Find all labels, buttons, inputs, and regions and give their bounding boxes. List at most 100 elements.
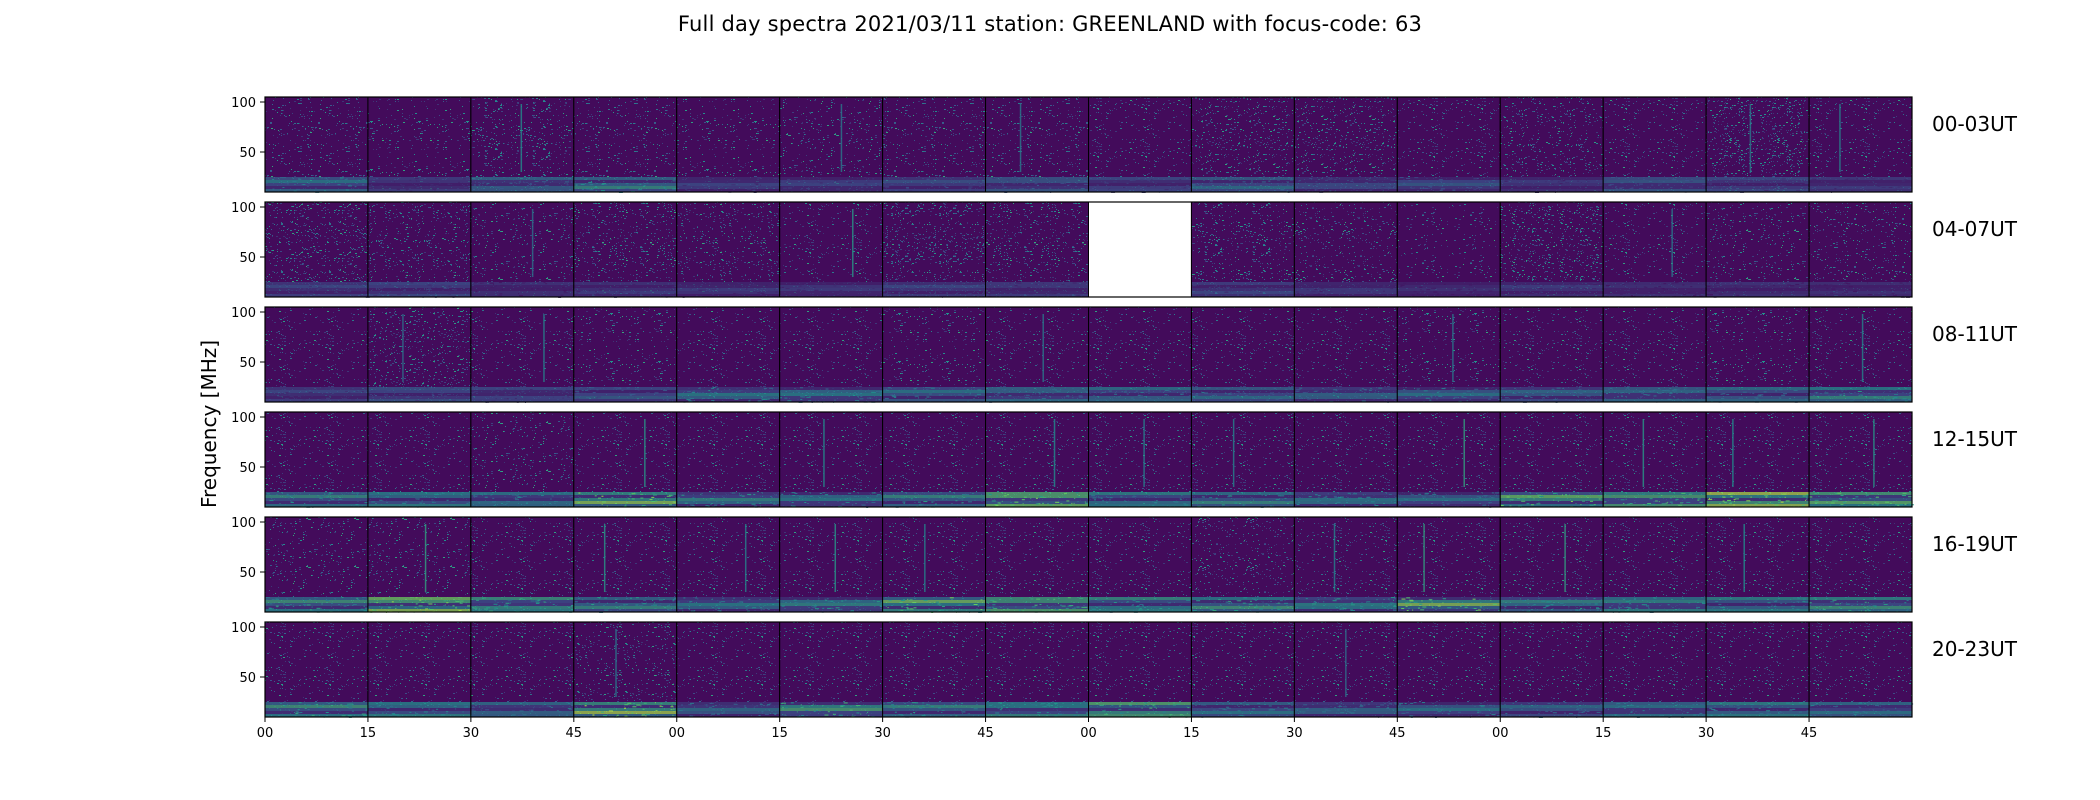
spectrum-background xyxy=(882,517,986,612)
band-speckle xyxy=(961,395,964,397)
low-band-stripe xyxy=(779,282,883,285)
y-tick-label: 50 xyxy=(239,461,256,476)
band-speckle xyxy=(271,599,275,601)
band-speckle xyxy=(808,400,812,402)
band-speckle xyxy=(554,702,557,704)
band-speckle xyxy=(1697,498,1701,500)
band-speckle xyxy=(479,184,481,186)
band-speckle xyxy=(1054,189,1056,191)
band-speckle xyxy=(662,393,667,395)
band-speckle xyxy=(834,179,839,181)
spectrum-background xyxy=(1294,97,1398,192)
band-speckle xyxy=(1526,610,1531,612)
band-speckle xyxy=(415,399,420,401)
low-band-stripe xyxy=(985,294,1089,297)
band-speckle xyxy=(1075,492,1079,494)
low-band-stripe xyxy=(573,291,677,294)
band-speckle xyxy=(1150,493,1155,495)
low-band-stripe xyxy=(1191,282,1295,285)
band-speckle xyxy=(429,609,434,611)
band-speckle xyxy=(307,293,311,295)
band-speckle xyxy=(1487,504,1489,506)
band-speckle xyxy=(958,497,962,499)
band-speckle xyxy=(738,286,742,288)
band-speckle xyxy=(1781,178,1786,180)
band-speckle xyxy=(1620,392,1623,394)
band-speckle xyxy=(1735,288,1739,290)
band-speckle xyxy=(1092,497,1097,499)
band-speckle xyxy=(1723,189,1727,191)
band-speckle xyxy=(1114,492,1116,494)
band-speckle xyxy=(1066,500,1070,502)
band-speckle xyxy=(1526,503,1530,505)
low-band-stripe xyxy=(1706,504,1810,507)
band-speckle xyxy=(1850,393,1853,395)
band-speckle xyxy=(684,393,687,395)
band-speckle xyxy=(1076,712,1078,714)
band-speckle xyxy=(859,398,864,400)
band-speckle xyxy=(1857,390,1862,392)
band-speckle xyxy=(517,497,522,499)
band-speckle xyxy=(1555,189,1557,191)
band-speckle xyxy=(1435,707,1438,709)
spectrum-panel xyxy=(264,201,370,298)
band-speckle xyxy=(1335,397,1337,399)
row-frame xyxy=(264,306,1913,403)
band-speckle xyxy=(1268,709,1273,711)
band-speckle xyxy=(640,493,644,495)
band-speckle xyxy=(1246,387,1249,389)
band-speckle xyxy=(1299,387,1303,389)
band-speckle xyxy=(1883,398,1885,400)
band-speckle xyxy=(653,604,658,606)
band-speckle xyxy=(1104,182,1109,184)
band-speckle xyxy=(615,597,617,599)
band-speckle xyxy=(670,709,673,711)
band-speckle xyxy=(520,190,522,192)
band-speckle xyxy=(1848,609,1852,611)
band-speckle xyxy=(1159,390,1161,392)
band-speckle xyxy=(835,188,840,190)
band-speckle xyxy=(1113,602,1117,604)
band-speckle xyxy=(419,502,423,504)
spectrum-background xyxy=(1088,622,1192,717)
band-speckle xyxy=(1019,188,1024,190)
band-speckle xyxy=(604,184,608,186)
spectrum-panel xyxy=(882,201,987,298)
band-speckle xyxy=(1801,504,1805,506)
band-speckle xyxy=(528,713,531,715)
low-band-stripe xyxy=(573,393,677,396)
band-speckle xyxy=(1416,293,1420,295)
band-speckle xyxy=(1064,186,1067,188)
band-speckle xyxy=(971,493,974,495)
band-speckle xyxy=(1090,607,1092,609)
band-speckle xyxy=(568,708,572,710)
band-speckle xyxy=(1318,499,1321,501)
low-band-stripe xyxy=(1294,291,1398,294)
low-band-stripe xyxy=(985,504,1089,507)
low-band-stripe xyxy=(470,186,574,189)
band-speckle xyxy=(1501,397,1503,399)
band-speckle xyxy=(1722,393,1726,395)
band-speckle xyxy=(517,496,521,498)
band-speckle xyxy=(1718,603,1722,605)
low-band-stripe xyxy=(1706,609,1810,612)
low-band-stripe xyxy=(779,291,883,294)
band-speckle xyxy=(1839,608,1841,610)
band-speckle xyxy=(892,396,897,398)
band-speckle xyxy=(1765,712,1769,714)
band-speckle xyxy=(978,189,980,191)
low-band-stripe xyxy=(985,390,1089,393)
band-speckle xyxy=(716,188,718,190)
band-speckle xyxy=(1829,504,1831,506)
band-speckle xyxy=(333,292,335,294)
band-speckle xyxy=(597,497,601,499)
band-speckle xyxy=(1840,494,1844,496)
band-speckle xyxy=(1729,705,1734,707)
spectrum-background xyxy=(1603,412,1707,507)
band-speckle xyxy=(534,180,539,182)
low-band-stripe xyxy=(265,603,368,606)
band-speckle xyxy=(1790,605,1795,607)
band-speckle xyxy=(968,713,970,715)
band-speckle xyxy=(618,291,623,293)
band-speckle xyxy=(747,188,752,190)
